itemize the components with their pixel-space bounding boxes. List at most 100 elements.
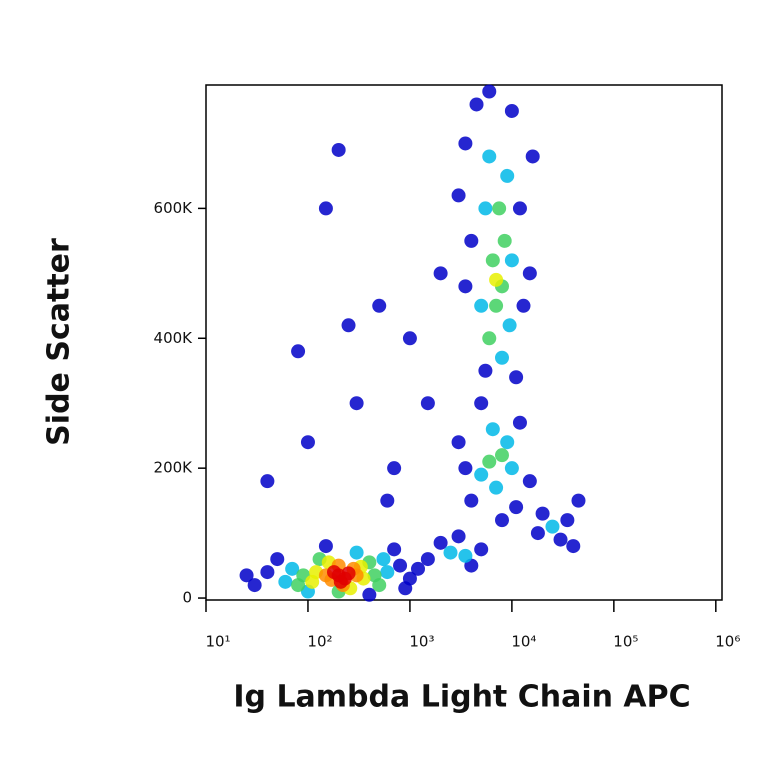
x-tick-label: 10² (307, 633, 332, 651)
event-point (291, 578, 306, 593)
event-point (458, 136, 473, 151)
event-point (474, 396, 489, 411)
event-point (485, 253, 500, 268)
event-point (300, 435, 315, 450)
event-point (380, 565, 395, 580)
event-point (504, 253, 519, 268)
event-point (451, 188, 466, 203)
event-point (509, 500, 524, 515)
event-point (509, 370, 524, 385)
event-point (500, 168, 515, 183)
event-point (504, 461, 519, 476)
x-tick-label: 10³ (409, 633, 434, 651)
event-point (285, 561, 300, 576)
event-point (500, 435, 515, 450)
event-point (260, 474, 275, 489)
event-point (478, 201, 493, 216)
event-point (239, 568, 254, 583)
y-tick-label: 600K (154, 199, 194, 217)
event-point (492, 201, 507, 216)
event-point (362, 587, 377, 602)
event-point (278, 574, 293, 589)
event-point (485, 422, 500, 437)
x-tick-label: 10¹ (205, 633, 230, 651)
event-point (495, 448, 510, 463)
event-point (522, 266, 537, 281)
event-point (489, 272, 504, 287)
event-point (270, 552, 285, 567)
event-point (451, 529, 466, 544)
event-point (387, 542, 402, 557)
event-point (464, 493, 479, 508)
event-point (291, 344, 306, 359)
event-point (393, 558, 408, 573)
event-point (331, 142, 346, 157)
event-point (318, 201, 333, 216)
event-point (512, 201, 527, 216)
event-point (516, 298, 531, 313)
x-tick-label: 10⁵ (613, 633, 638, 651)
event-point (420, 552, 435, 567)
event-point (545, 519, 560, 534)
y-tick-label: 200K (154, 459, 194, 477)
event-point (458, 548, 473, 563)
y-axis-label: Side Scatter (42, 238, 77, 446)
event-point (571, 493, 586, 508)
event-point (525, 149, 540, 164)
event-point (474, 542, 489, 557)
event-point (349, 545, 364, 560)
event-point (410, 561, 425, 576)
event-point (495, 350, 510, 365)
event-point (512, 415, 527, 430)
event-point (443, 545, 458, 560)
event-point (349, 396, 364, 411)
event-point (553, 532, 568, 547)
event-point (497, 233, 512, 248)
event-point (433, 535, 448, 550)
event-point (260, 565, 275, 580)
event-point (566, 539, 581, 554)
event-point (398, 581, 413, 596)
event-point (482, 331, 497, 346)
event-point (464, 233, 479, 248)
event-point (530, 526, 545, 541)
event-point (474, 298, 489, 313)
x-tick-label: 10⁶ (715, 633, 740, 651)
event-point (478, 363, 493, 378)
event-point (482, 84, 497, 99)
event-point (458, 279, 473, 294)
event-point (433, 266, 448, 281)
event-point (333, 574, 348, 589)
event-point (376, 552, 391, 567)
event-point (502, 318, 517, 333)
event-point (489, 298, 504, 313)
y-tick-label: 0 (182, 589, 192, 607)
event-point (474, 467, 489, 482)
x-axis-label: Ig Lambda Light Chain APC (233, 680, 690, 715)
event-point (458, 461, 473, 476)
event-point (387, 461, 402, 476)
event-point (372, 578, 387, 593)
plot-frame (205, 84, 723, 601)
event-point (482, 149, 497, 164)
event-point (535, 506, 550, 521)
event-point (522, 474, 537, 489)
event-point (318, 539, 333, 554)
x-tick-label: 10⁴ (511, 633, 536, 651)
event-point (482, 454, 497, 469)
event-point (247, 578, 262, 593)
event-point (451, 435, 466, 450)
event-point (504, 103, 519, 118)
event-point (326, 565, 341, 580)
event-point (380, 493, 395, 508)
event-point (402, 331, 417, 346)
event-point (372, 298, 387, 313)
event-point (469, 97, 484, 112)
event-point (341, 318, 356, 333)
y-tick-label: 400K (154, 329, 194, 347)
event-point (560, 513, 575, 528)
event-point (495, 513, 510, 528)
event-point (489, 480, 504, 495)
event-point (305, 574, 320, 589)
